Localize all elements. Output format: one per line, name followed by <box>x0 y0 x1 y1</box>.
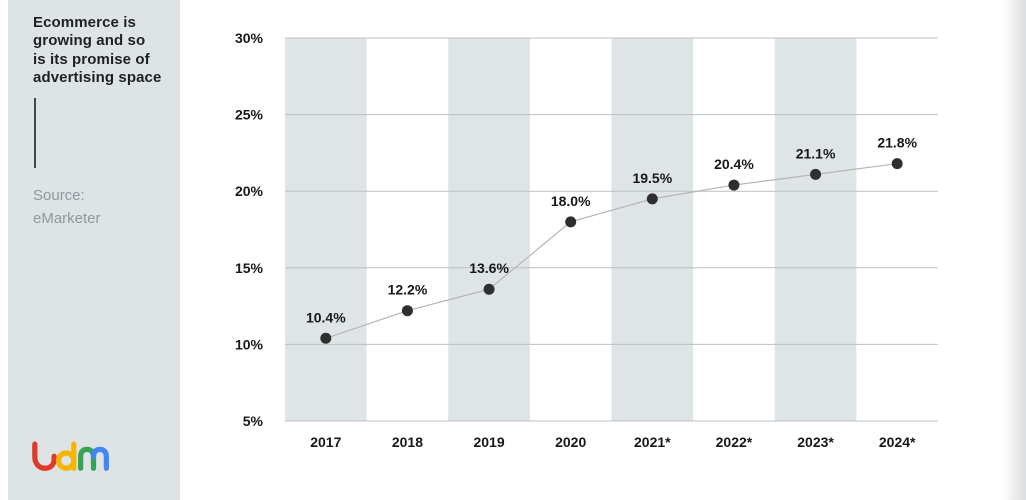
y-axis-tick-label: 15% <box>235 260 264 276</box>
data-point-label: 21.1% <box>796 145 836 161</box>
column-band <box>774 38 857 421</box>
data-point <box>320 332 332 344</box>
data-point-label: 10.4% <box>306 309 346 325</box>
x-axis-year-label: 2017 <box>310 434 341 450</box>
column-band <box>285 38 367 421</box>
logo-letter-m-left <box>78 446 97 471</box>
x-axis-year-label: 2024* <box>879 434 916 450</box>
series-line <box>325 163 898 339</box>
y-axis-tick-label: 5% <box>243 413 264 429</box>
x-axis-year-label: 2023* <box>797 434 834 450</box>
x-axis-year-label: 2021* <box>634 434 671 450</box>
divider-line <box>34 98 36 169</box>
data-point-label: 20.4% <box>714 156 754 172</box>
y-axis-tick-label: 20% <box>235 183 264 199</box>
column-band <box>448 38 530 421</box>
data-point-label: 13.6% <box>469 260 509 276</box>
source-note: Source: eMarketer <box>33 187 101 227</box>
data-point <box>565 216 577 228</box>
y-axis-tick-label: 10% <box>235 336 264 352</box>
data-point-label: 19.5% <box>632 170 672 186</box>
x-axis-year-label: 2020 <box>555 434 586 450</box>
y-axis-tick-label: 30% <box>235 30 264 46</box>
x-axis-year-label: 2018 <box>392 434 423 450</box>
x-axis-year-label: 2022* <box>716 434 753 450</box>
data-point <box>810 168 822 180</box>
ldm-logo <box>32 441 109 471</box>
sidebar: Ecommerce is growing and so is its promi… <box>8 0 180 500</box>
data-point <box>401 305 413 317</box>
data-point <box>483 283 495 295</box>
y-axis-tick-label: 25% <box>235 107 264 123</box>
data-point-label: 12.2% <box>388 282 428 298</box>
column-band <box>611 38 694 421</box>
chart-title: Ecommerce is growing and so is its promi… <box>33 14 162 86</box>
data-point <box>891 158 903 170</box>
data-point-label: 18.0% <box>551 193 591 209</box>
logo-letter-l <box>32 441 57 471</box>
logo-letter-m-right <box>90 446 109 471</box>
chart-area: 30% 25% 20% 15% 10% 5% 2017 2018 2019 2020 2021* 20… <box>180 0 1026 500</box>
line-chart: 30% 25% 20% 15% 10% 5% 2017 2018 2019 2020 2021* 20… <box>235 30 938 450</box>
data-point <box>728 179 740 191</box>
data-point-label: 21.8% <box>877 135 917 151</box>
data-point <box>646 193 658 205</box>
x-axis-year-label: 2019 <box>473 434 504 450</box>
